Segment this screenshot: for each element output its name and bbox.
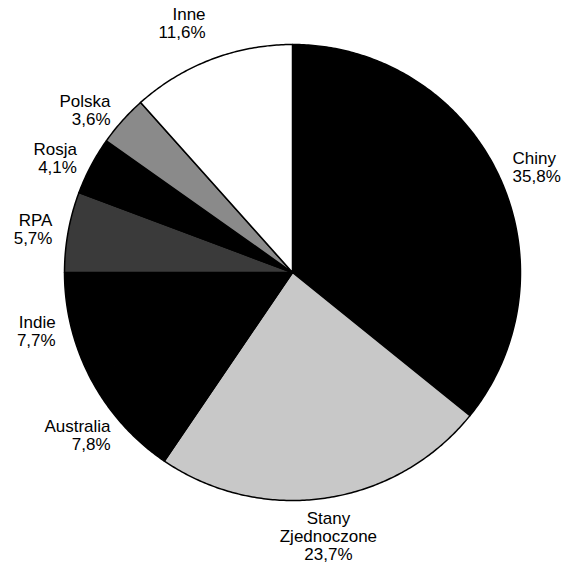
svg-text:Inne11,6%: Inne11,6% xyxy=(159,5,206,42)
svg-text:Polska3,6%: Polska3,6% xyxy=(59,92,111,129)
svg-text:StanyZjednoczone23,7%: StanyZjednoczone23,7% xyxy=(280,509,377,564)
svg-text:Rosja4,1%: Rosja4,1% xyxy=(33,140,77,177)
svg-text:Chiny35,8%: Chiny35,8% xyxy=(513,149,561,186)
svg-text:Australia7,8%: Australia7,8% xyxy=(44,417,111,454)
svg-text:Indie7,7%: Indie7,7% xyxy=(17,313,56,350)
svg-text:RPA5,7%: RPA5,7% xyxy=(14,211,53,248)
